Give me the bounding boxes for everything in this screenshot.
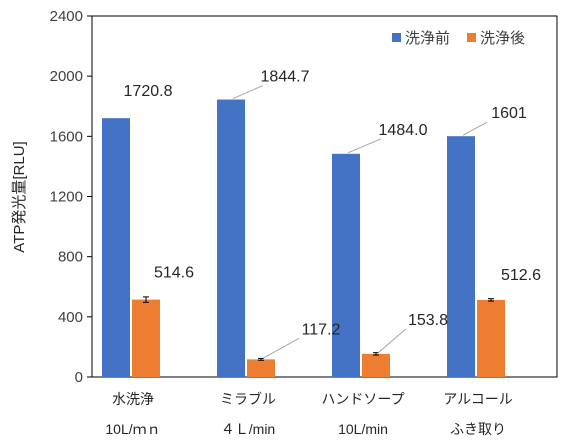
- bar-after-3: [362, 353, 390, 377]
- leader-line: [262, 337, 300, 359]
- y-tick-label: 0: [75, 369, 83, 386]
- category-sublabel: ４Ｌ/min: [221, 421, 275, 437]
- data-labels: 1720.8 1844.7 1484.0 1601 514.6 117.2 153.8 512…: [124, 69, 542, 339]
- leader-lines: [232, 85, 488, 359]
- bar-before-1: [102, 118, 130, 378]
- y-tick-label: 1600: [50, 128, 83, 145]
- bar-after-1: [132, 299, 160, 377]
- y-tick-label: 2000: [50, 68, 83, 85]
- data-label: 514.6: [154, 265, 194, 282]
- category-sublabel: 10L/min: [338, 421, 388, 437]
- data-label: 1720.8: [124, 83, 173, 100]
- data-label: 512.6: [501, 267, 541, 284]
- category-label: 水洗浄: [112, 391, 154, 407]
- data-label: 1844.7: [261, 69, 310, 86]
- leader-line: [232, 85, 264, 99]
- data-label: 153.8: [408, 312, 448, 329]
- y-tick-label: 800: [58, 249, 83, 266]
- legend-swatch: [392, 33, 401, 42]
- legend-label: 洗浄前: [405, 30, 450, 47]
- data-label: 1484.0: [379, 122, 428, 139]
- bar-before-2: [217, 99, 245, 378]
- category-sublabel: ふき取り: [450, 421, 506, 437]
- bar-before-4: [447, 136, 475, 377]
- data-label: 117.2: [302, 321, 341, 338]
- legend-swatch: [467, 33, 476, 42]
- bar-after-2: [247, 359, 275, 377]
- bar-after-4: [477, 299, 505, 377]
- y-axis-label: ATP発光量[RLU]: [11, 141, 28, 252]
- leader-line: [347, 138, 382, 154]
- category-sublabel: 10L/ｍｎ: [105, 421, 160, 437]
- y-tick-label: 400: [58, 309, 83, 326]
- axes: 0 400 800 1200 1600 2000 2400: [50, 8, 558, 386]
- bars: [102, 99, 505, 378]
- leader-line: [462, 121, 488, 136]
- legend-label: 洗浄後: [480, 30, 525, 47]
- leader-line: [377, 328, 407, 354]
- data-label: 1601: [491, 105, 527, 122]
- bar-before-3: [332, 153, 360, 377]
- y-tick-label: 2400: [50, 8, 83, 25]
- category-label: ハンドソープ: [321, 391, 404, 407]
- category-labels: 水洗浄 10L/ｍｎ ミラブル ４Ｌ/min ハンドソープ 10L/min アルコールふき取…: [105, 391, 512, 437]
- category-label: アルコール: [443, 391, 513, 407]
- category-label: ミラブル: [220, 391, 276, 407]
- y-tick-label: 1200: [50, 189, 83, 206]
- legend: 洗浄前 洗浄後: [392, 30, 525, 47]
